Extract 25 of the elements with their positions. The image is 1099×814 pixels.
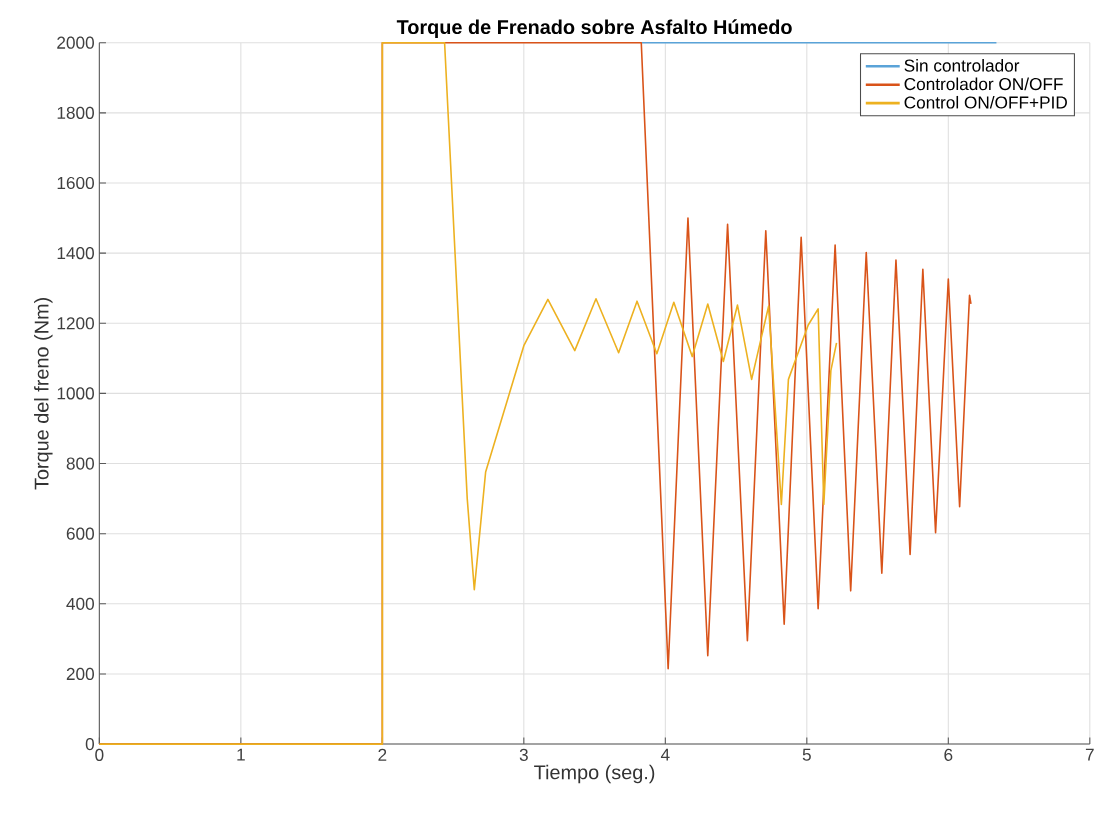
legend-label: Controlador ON/OFF [904, 77, 1063, 91]
y-tick-label: 2000 [57, 36, 94, 49]
x-tick-label: 0 [95, 748, 104, 762]
x-tick-label: 6 [944, 748, 953, 762]
chart-title: Torque de Frenado sobre Asfalto Húmedo [396, 19, 792, 39]
y-axis-title: Torque del freno (Nm) [34, 298, 53, 490]
x-tick-label: 4 [660, 748, 670, 761]
x-tick-label: 5 [802, 748, 811, 761]
x-tick-label: 3 [519, 748, 528, 762]
x-tick-label: 2 [378, 748, 387, 761]
x-tick-label: 1 [237, 748, 245, 761]
y-tick-label: 1400 [57, 247, 94, 260]
y-tick-label: 0 [85, 738, 95, 751]
y-tick-label: 800 [66, 457, 94, 470]
x-tick-label: 7 [1085, 748, 1094, 761]
y-tick-label: 200 [66, 668, 94, 681]
legend-label: Sin controlador [904, 59, 1020, 72]
y-tick-label: 400 [66, 597, 94, 611]
y-tick-label: 1800 [57, 106, 94, 120]
y-tick-label: 1000 [57, 387, 94, 400]
y-tick-label: 1600 [57, 177, 94, 190]
x-axis-title: Tiempo (seg.) [534, 764, 655, 784]
y-tick-label: 600 [66, 527, 94, 540]
legend-label: Control ON/OFF+PID [904, 96, 1067, 109]
y-tick-label: 1200 [57, 317, 94, 330]
